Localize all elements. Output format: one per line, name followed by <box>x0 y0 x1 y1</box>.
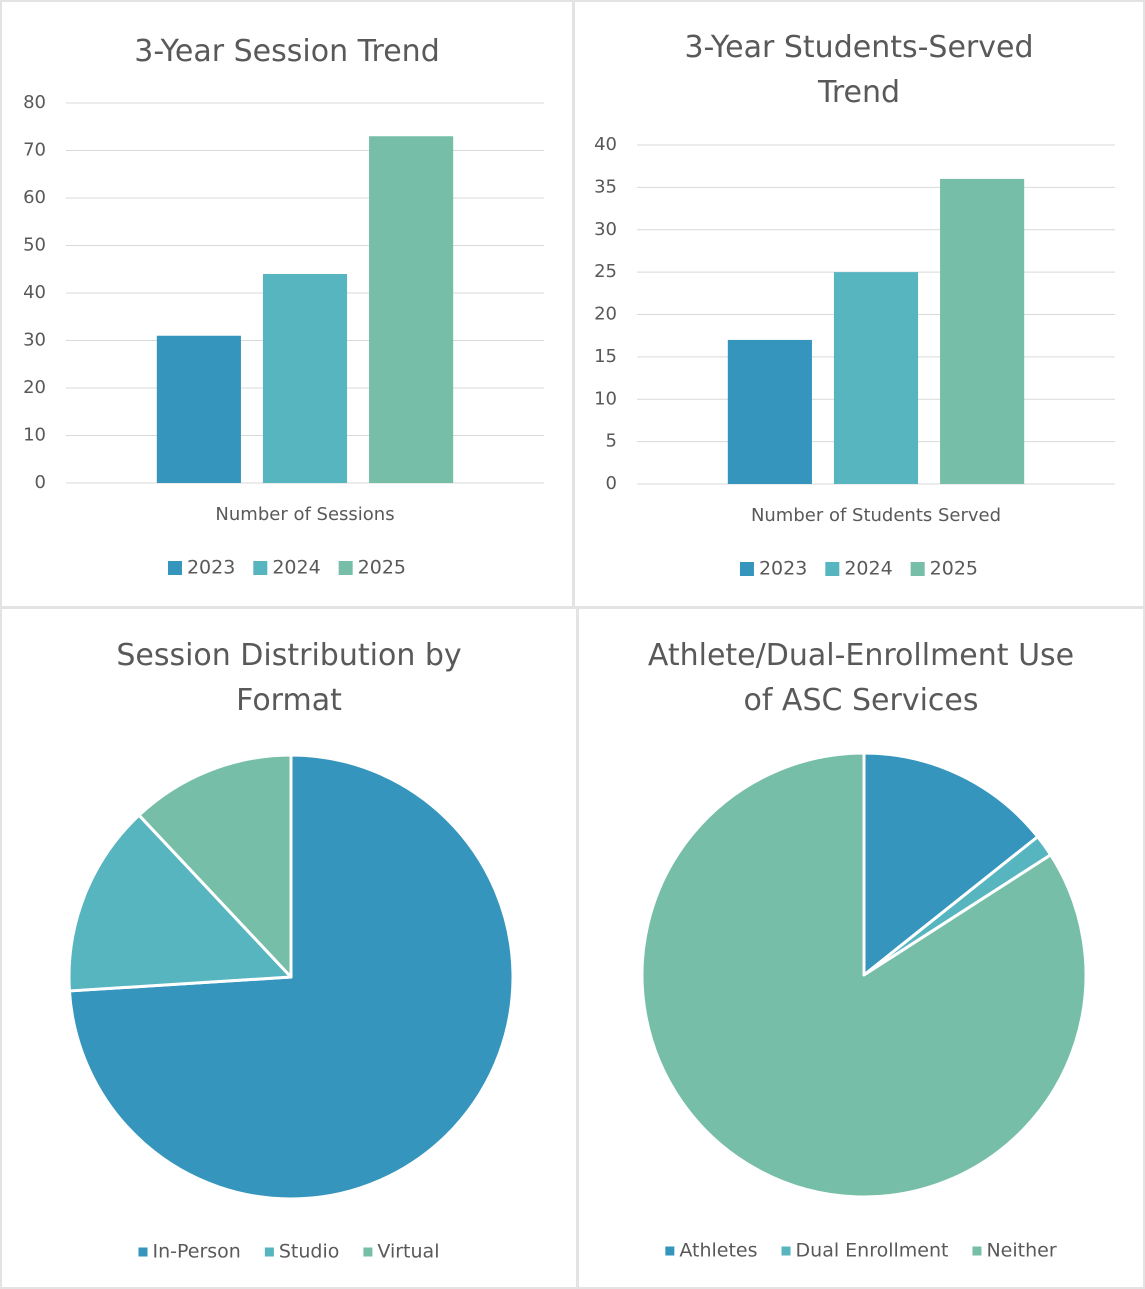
bar <box>156 335 241 483</box>
chart: In-Person Studio Virtual <box>67 753 515 1263</box>
chart-title: 3-Year Students-Served Trend <box>684 30 1034 110</box>
y-tick-label: 10 <box>23 425 46 446</box>
panel: 3-Year Students-Served Trend 0 5 10 15 20 25 3… <box>573 0 1145 608</box>
legend-swatch <box>972 1246 982 1256</box>
y-tick-label: 60 <box>23 187 46 208</box>
bar <box>369 136 454 483</box>
legend-label: Neither <box>986 1240 1056 1262</box>
y-tick-label: 20 <box>23 377 46 398</box>
legend-label: Virtual <box>377 1241 439 1263</box>
y-tick-label: 80 <box>23 92 46 113</box>
panel: Session Distribution by Format In-Person… <box>0 607 578 1289</box>
y-tick-label: 20 <box>594 304 617 325</box>
chart-title: Athlete/Dual-Enrollment Use of ASC Servi… <box>647 638 1075 718</box>
pie-slice <box>862 751 1040 977</box>
legend-label: 2023 <box>187 557 235 579</box>
legend-swatch <box>665 1246 675 1256</box>
bar <box>262 274 348 483</box>
y-tick-label: 70 <box>23 140 46 161</box>
chart-title: Session Distribution by Format <box>116 638 462 718</box>
y-tick-label: 10 <box>594 388 617 409</box>
bar <box>833 272 919 484</box>
legend-label: 2024 <box>272 557 320 579</box>
chart: 0 10 20 30 40 50 60 70 80 Number of Sessions 2023 2… <box>23 92 544 579</box>
bar <box>727 339 812 484</box>
legend-swatch <box>739 562 754 576</box>
y-tick-label: 30 <box>23 330 46 351</box>
pie-slice <box>640 751 1088 1199</box>
y-tick-label: 0 <box>35 472 46 493</box>
legend-swatch <box>781 1246 791 1256</box>
x-axis-label: Number of Sessions <box>215 504 394 525</box>
legend-swatch <box>825 562 840 576</box>
y-tick-label: 35 <box>594 176 617 197</box>
panel: Athlete/Dual-Enrollment Use of ASC Servi… <box>577 607 1145 1289</box>
chart: Athletes Dual Enrollment Neither <box>640 751 1088 1262</box>
y-tick-label: 15 <box>594 346 617 367</box>
y-tick-label: 5 <box>606 431 617 452</box>
legend-swatch <box>363 1247 373 1257</box>
legend-swatch <box>264 1247 274 1257</box>
y-tick-label: 50 <box>23 235 46 256</box>
legend-label: Dual Enrollment <box>796 1240 949 1262</box>
y-tick-label: 0 <box>606 473 617 494</box>
x-axis-label: Number of Students Served <box>751 505 1001 526</box>
legend-swatch <box>138 1247 148 1257</box>
y-tick-label: 25 <box>594 261 617 282</box>
legend-label: 2025 <box>358 557 406 579</box>
legend-swatch <box>910 562 925 576</box>
pie-slice <box>67 813 293 993</box>
legend-label: In-Person <box>153 1241 241 1263</box>
legend-swatch <box>167 561 182 575</box>
legend-label: 2024 <box>844 558 892 580</box>
y-tick-label: 40 <box>594 134 617 155</box>
legend-swatch <box>338 561 353 575</box>
legend-label: Athletes <box>679 1240 757 1262</box>
panel: 3-Year Session Trend 0 10 20 30 40 50 60 70 80 Nu… <box>0 0 574 608</box>
pie-slice <box>137 753 293 979</box>
y-tick-label: 30 <box>594 219 617 240</box>
legend-label: 2023 <box>759 558 807 580</box>
legend-label: 2025 <box>930 558 978 580</box>
legend-label: Studio <box>279 1241 340 1263</box>
legend-swatch <box>253 561 268 575</box>
y-tick-label: 40 <box>23 282 46 303</box>
bar <box>940 178 1025 484</box>
chart-title: 3-Year Session Trend <box>134 34 440 69</box>
